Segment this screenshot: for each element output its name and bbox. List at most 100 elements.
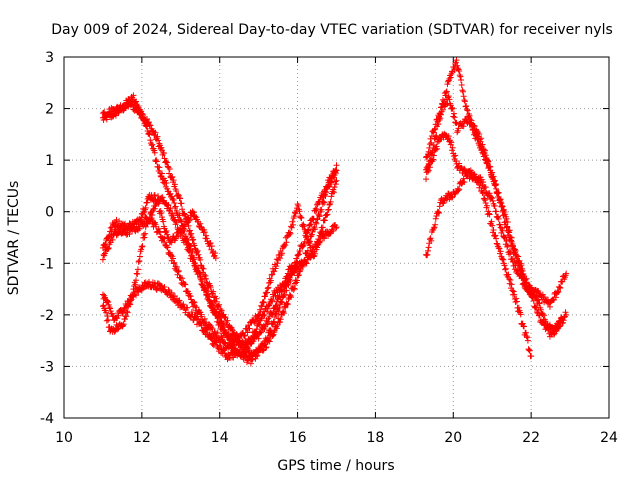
data-point <box>426 164 433 171</box>
data-point <box>430 129 437 136</box>
data-point <box>450 153 457 160</box>
data-point <box>319 224 326 231</box>
data-point <box>279 299 285 306</box>
data-point <box>563 270 570 277</box>
data-point <box>513 298 520 305</box>
data-point <box>141 234 148 241</box>
data-point <box>186 217 193 224</box>
data-point <box>472 173 479 180</box>
data-point <box>199 281 206 288</box>
data-point <box>489 197 496 204</box>
data-point <box>301 223 308 230</box>
data-point <box>210 288 217 295</box>
data-point <box>512 247 519 254</box>
data-point <box>312 226 319 233</box>
data-point <box>452 152 459 159</box>
data-point <box>293 277 300 284</box>
data-point <box>171 199 178 206</box>
data-point <box>113 216 120 223</box>
data-point <box>120 321 127 328</box>
data-point <box>156 228 163 235</box>
data-point <box>430 152 437 159</box>
data-point <box>187 243 194 250</box>
data-point <box>129 291 136 298</box>
data-point <box>209 300 216 307</box>
data-point <box>267 328 274 335</box>
data-point <box>295 202 302 209</box>
data-point <box>557 285 564 292</box>
data-point <box>121 316 128 323</box>
data-point <box>491 202 498 209</box>
data-point <box>198 311 205 318</box>
data-point <box>508 281 515 288</box>
data-point <box>176 297 183 304</box>
data-point <box>479 141 486 148</box>
data-point <box>450 113 457 120</box>
y-tick-label: 3 <box>45 50 54 66</box>
data-point <box>544 321 551 328</box>
data-point <box>166 170 173 177</box>
data-point <box>130 223 137 230</box>
data-point <box>203 287 210 294</box>
data-point <box>158 170 165 177</box>
data-point <box>151 282 158 289</box>
series-arc10 <box>423 167 535 360</box>
data-point <box>277 319 284 326</box>
data-point <box>461 98 468 105</box>
data-point <box>197 223 204 230</box>
data-point <box>513 295 520 302</box>
data-point <box>437 115 444 122</box>
data-point <box>430 225 437 232</box>
data-point <box>182 281 189 288</box>
data-point <box>220 322 227 329</box>
data-point <box>207 284 214 291</box>
data-point <box>428 237 435 244</box>
data-point <box>208 243 215 250</box>
data-point <box>432 215 439 222</box>
data-point <box>552 294 559 301</box>
data-point <box>437 111 444 118</box>
data-point <box>489 169 496 176</box>
data-point <box>112 108 119 115</box>
data-point <box>497 224 504 231</box>
data-point <box>152 129 159 136</box>
data-point <box>173 207 180 214</box>
data-point <box>284 301 291 308</box>
data-point <box>180 227 187 234</box>
data-point <box>167 205 174 212</box>
data-point <box>140 223 147 230</box>
data-point <box>312 250 319 257</box>
data-point <box>481 150 488 157</box>
data-point <box>333 177 340 184</box>
data-point <box>321 199 328 206</box>
data-point <box>290 221 297 228</box>
data-point <box>178 200 185 207</box>
data-point <box>299 244 306 251</box>
data-point <box>524 334 531 341</box>
data-point <box>135 258 142 265</box>
data-point <box>106 304 113 311</box>
data-points <box>99 57 570 367</box>
data-point <box>493 235 500 242</box>
data-point <box>423 154 430 161</box>
data-point <box>332 170 339 177</box>
data-point <box>169 173 176 180</box>
data-point <box>454 163 461 170</box>
data-point <box>142 204 149 211</box>
data-point <box>207 240 214 247</box>
data-point <box>201 271 208 278</box>
data-point <box>466 168 473 175</box>
data-point <box>275 308 282 315</box>
data-point <box>260 299 267 306</box>
data-point <box>528 284 535 291</box>
data-point <box>157 229 164 236</box>
data-point <box>322 188 329 195</box>
data-point <box>431 126 438 133</box>
data-point <box>282 304 289 311</box>
y-tick-label: -1 <box>40 256 54 272</box>
data-point <box>519 320 526 327</box>
data-point <box>215 310 222 317</box>
data-point <box>512 262 519 269</box>
data-point <box>109 110 116 117</box>
data-point <box>498 202 505 209</box>
